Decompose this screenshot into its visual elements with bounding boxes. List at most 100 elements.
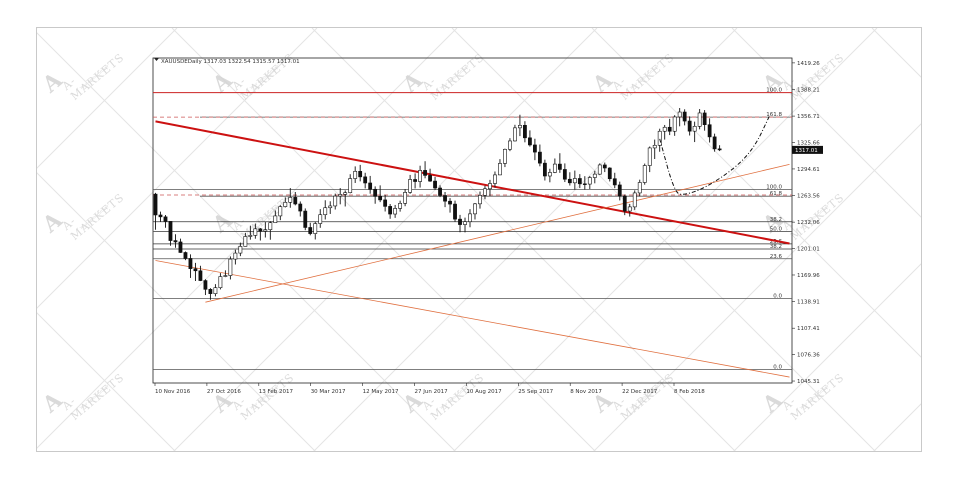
candle-body [503,148,507,164]
time-tick-label: 27 Jun 2017 [415,389,449,395]
candle-body [278,206,283,217]
fib-level-label: 38.2 [770,244,782,250]
menu-arrow-icon[interactable] [154,58,159,61]
candle-body [343,192,348,195]
candle-body [498,163,502,176]
candle-body [198,270,203,281]
candle-body [313,223,318,234]
time-tick-label: 27 Oct 2016 [207,389,242,395]
candle-body [572,178,577,184]
plot-area [152,57,793,384]
candle-body [443,195,447,202]
price-tick-label: 1169.96 [797,273,820,279]
fib-level-label: 23.6 [770,254,783,260]
candle-body [193,268,198,272]
candle-body [478,195,482,205]
candle-body [338,194,343,197]
candle-body [218,276,223,289]
candle-body [537,151,542,164]
candle-body [463,221,467,225]
candle-body [288,197,293,203]
candle-body [208,289,213,294]
candle-body [293,197,298,205]
candle-body [582,183,587,185]
current-price-box [792,145,823,154]
candle-body [228,258,233,276]
time-tick-label: 30 Mar 2017 [311,389,346,395]
fib-level-label: 61.8 [770,191,783,197]
price-tick-label: 1294.61 [797,167,820,173]
candle-body [672,116,677,132]
chart-frame: A A-MARKETS Your online broker A A-MARKETS Yo… [36,27,922,452]
candle-body [163,216,168,222]
candle-body [318,214,323,224]
candle-body [153,193,158,216]
candle-body [692,126,697,132]
candle-body [353,171,358,179]
candle-body [413,179,417,182]
candles [153,108,722,300]
candle-body [433,180,437,189]
price-tick-label: 1138.91 [797,299,820,305]
candle-body [662,126,667,132]
trendlines [155,120,790,378]
candle-body [213,287,218,294]
candle-body [388,206,393,215]
candle-body [627,206,632,212]
candle-body [488,183,492,190]
trendline [155,120,790,245]
candle-body [448,200,452,205]
time-tick-label: 22 Dec 2017 [622,389,658,395]
price-tick-label: 1388.21 [797,87,820,93]
candle-body [373,188,378,197]
candle-body [612,178,617,186]
price-tick-label: 1325.66 [797,141,820,147]
candle-body [223,275,228,277]
candle-body [607,167,612,180]
fib-level-label: 0.0 [773,364,782,370]
time-tick-label: 12 May 2017 [363,389,399,395]
candle-body [508,140,512,150]
candle-body [333,195,338,207]
candle-body [268,222,273,230]
candle-body [577,178,582,185]
candle-body [203,280,208,290]
candle-body [233,252,238,260]
candle-body [473,203,477,215]
candle-body [258,228,263,232]
candle-body [483,188,487,196]
candle-body [393,208,398,215]
candle-body [547,172,552,177]
candle-body [273,215,278,224]
candle-body [173,240,178,243]
candle-body [438,187,442,196]
candle-body [383,199,388,207]
candle-body [423,170,427,176]
candle-body [712,136,717,150]
candle-body [378,196,383,201]
candle-body [552,163,557,173]
candle-body [358,171,363,178]
fib-level-label: 0.0 [773,293,782,299]
candle-body [597,164,602,175]
projection-path [659,115,770,195]
candle-body [418,170,422,182]
candle-body [717,148,722,151]
candle-body [328,205,333,209]
candle-body [587,177,592,185]
candle-body [248,235,253,237]
candle-body [168,221,173,241]
background-lattice [37,28,921,451]
fib-level-label: 161.8 [766,112,782,118]
candle-body [557,163,562,170]
candle-body [702,112,707,126]
price-tick-label: 1107.41 [797,326,820,332]
candle-body [303,210,308,228]
candle-body [263,229,268,232]
candle-body [533,144,537,153]
candle-body [253,228,258,236]
candle-body [408,179,412,193]
time-axis: 10 Nov 2016 27 Oct 2016 13 Feb 2017 30 Mar … [154,383,705,395]
price-chart: 100.0161.8100.061.838.250.023.638.223.60… [152,57,823,395]
price-tick-label: 1076.36 [797,353,820,359]
